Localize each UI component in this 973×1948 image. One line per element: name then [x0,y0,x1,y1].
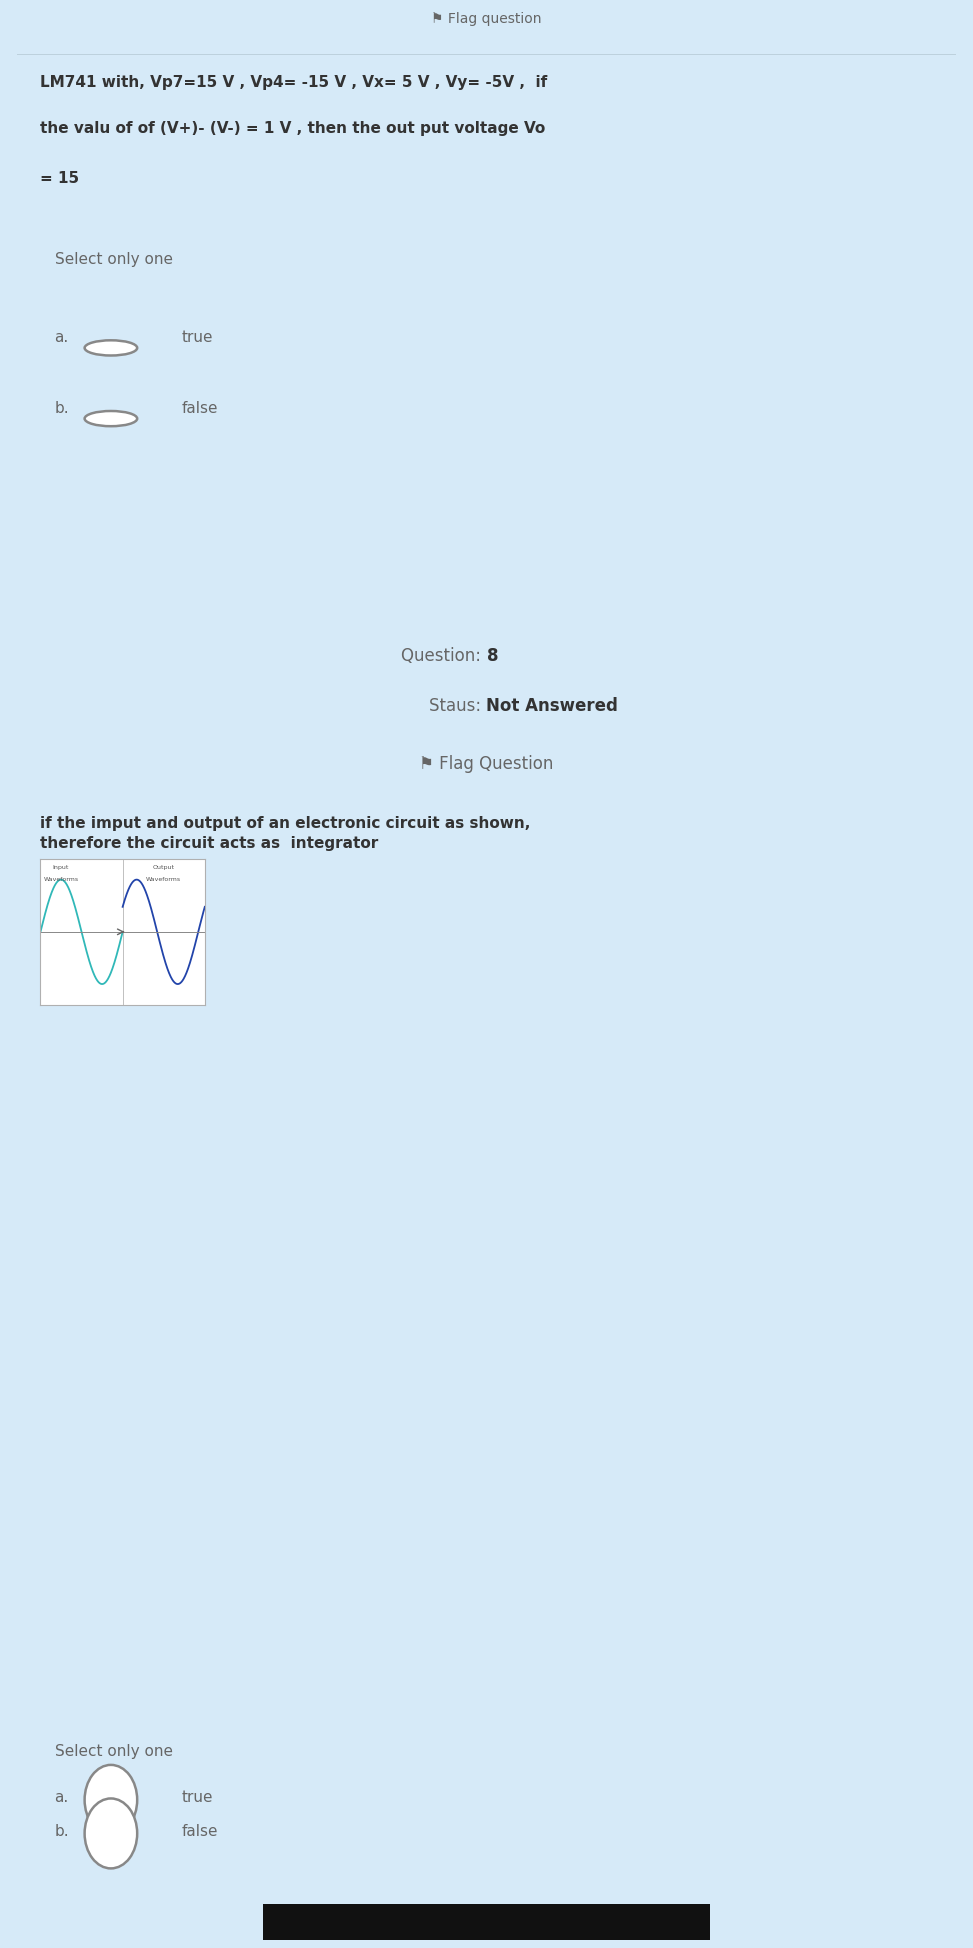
Text: Question:: Question: [401,647,486,666]
Text: false: false [181,1823,218,1839]
Text: LM741 with, Vp7=15 V , Vp4= -15 V , Vx= 5 V , Vy= -5V ,  if: LM741 with, Vp7=15 V , Vp4= -15 V , Vx= … [41,76,548,90]
Text: if the imput and output of an electronic circuit as shown,: if the imput and output of an electronic… [41,816,531,832]
Text: b.: b. [54,401,69,417]
Text: Staus:: Staus: [429,697,486,715]
Text: a.: a. [54,331,69,345]
Text: b.: b. [54,1823,69,1839]
Text: ⚑ Flag question: ⚑ Flag question [431,12,542,25]
Ellipse shape [85,341,137,355]
Ellipse shape [85,411,137,427]
Ellipse shape [85,1765,137,1835]
Text: true: true [181,331,213,345]
Text: 8: 8 [486,647,498,666]
Text: therefore the circuit acts as  integrator: therefore the circuit acts as integrator [41,836,378,851]
Bar [263,1903,710,1940]
Text: Not Answered: Not Answered [486,697,619,715]
Text: the valu of of (V+)- (V-) = 1 V , then the out put voltage Vo: the valu of of (V+)- (V-) = 1 V , then t… [41,121,546,136]
Ellipse shape [85,1798,137,1868]
Text: true: true [181,1790,213,1806]
Text: Select only one: Select only one [54,1743,172,1759]
Text: ⚑ Flag Question: ⚑ Flag Question [419,754,554,773]
Text: = 15: = 15 [41,171,80,187]
Text: false: false [181,401,218,417]
Text: a.: a. [54,1790,69,1806]
Text: Select only one: Select only one [54,251,172,267]
